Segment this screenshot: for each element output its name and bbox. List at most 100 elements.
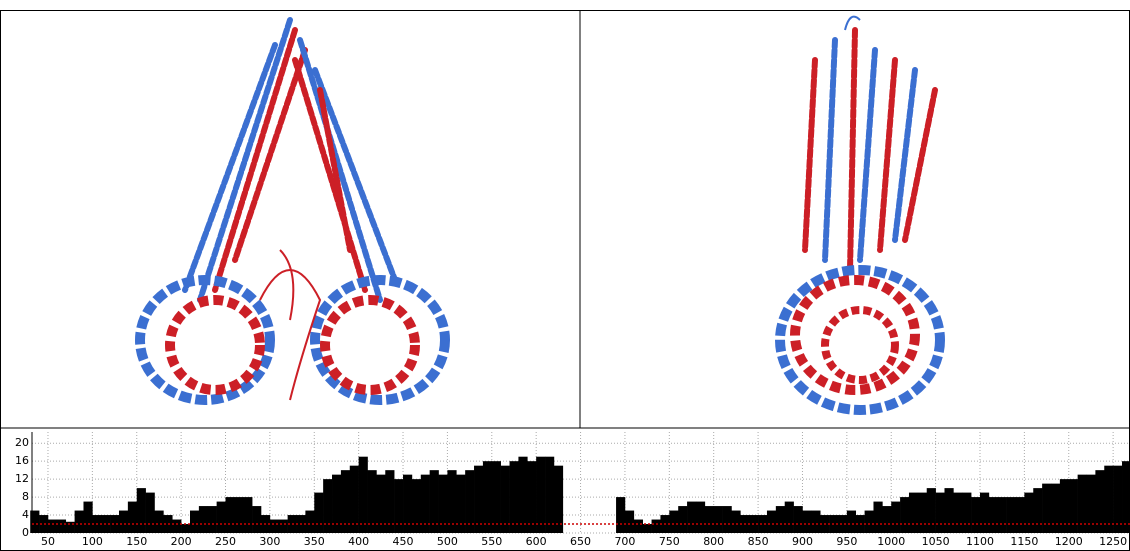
bar — [198, 506, 209, 533]
bar — [340, 470, 351, 533]
bar — [624, 510, 635, 533]
x-tick-label: 950 — [836, 535, 857, 548]
bar — [882, 506, 892, 533]
bar — [1042, 483, 1052, 533]
bar — [118, 510, 129, 533]
bar — [997, 497, 1007, 533]
bar — [988, 497, 999, 533]
bar — [367, 470, 377, 533]
bar — [500, 465, 510, 533]
x-tick-label: 1250 — [1099, 535, 1127, 548]
structure-left — [135, 17, 450, 405]
bar — [731, 510, 741, 533]
bar — [633, 519, 643, 533]
x-tick-label: 700 — [614, 535, 635, 548]
bar — [545, 456, 555, 533]
bar — [1077, 474, 1087, 533]
bar — [1059, 479, 1070, 533]
x-tick-label: 1200 — [1055, 535, 1083, 548]
bar — [376, 474, 386, 533]
bar — [935, 492, 945, 533]
x-tick-label: 500 — [437, 535, 458, 548]
bar — [420, 474, 430, 533]
bar — [758, 515, 768, 533]
bar — [527, 461, 537, 533]
x-tick-label: 400 — [348, 535, 369, 548]
x-tick-label: 200 — [171, 535, 192, 548]
bar — [917, 492, 928, 533]
bar — [278, 519, 288, 533]
bar — [891, 501, 901, 533]
bar — [234, 497, 244, 533]
bar — [926, 488, 936, 533]
bar — [802, 510, 812, 533]
bar — [953, 492, 963, 533]
bar — [30, 510, 40, 533]
bar — [189, 510, 200, 533]
bar — [971, 497, 981, 533]
bar — [518, 456, 528, 533]
x-tick-label: 300 — [259, 535, 280, 548]
bar — [181, 524, 191, 533]
bar — [1104, 465, 1114, 533]
bar — [837, 515, 848, 533]
x-tick-label: 50 — [41, 535, 55, 548]
bar — [456, 474, 466, 533]
bar — [358, 456, 368, 533]
bar — [269, 519, 280, 533]
x-tick-label: 1100 — [966, 535, 994, 548]
bar — [1015, 497, 1025, 533]
bar — [846, 510, 857, 533]
bar — [314, 492, 324, 533]
bar — [438, 474, 448, 533]
y-tick-label: 20 — [15, 436, 29, 449]
bar — [687, 501, 697, 533]
bar — [1024, 492, 1034, 533]
bar — [704, 506, 715, 533]
y-tick-label: 4 — [22, 508, 29, 521]
x-tick-label: 550 — [481, 535, 502, 548]
y-tick-label: 0 — [22, 526, 29, 539]
bar — [482, 461, 493, 533]
x-tick-label: 1050 — [922, 535, 950, 548]
bar — [83, 501, 93, 533]
bar — [979, 492, 990, 533]
bar — [305, 510, 315, 533]
y-tick-label: 12 — [15, 472, 29, 485]
bar — [678, 506, 688, 533]
x-tick-label: 900 — [792, 535, 813, 548]
bar — [411, 479, 422, 533]
bar — [775, 506, 786, 533]
bar — [474, 465, 484, 533]
bar — [349, 465, 359, 533]
x-tick-label: 1150 — [1010, 535, 1038, 548]
bar — [385, 470, 395, 533]
bar — [394, 479, 404, 533]
y-tick-label: 16 — [15, 454, 29, 467]
x-tick-label: 350 — [304, 535, 325, 548]
bar — [784, 501, 794, 533]
y-tick-label: 8 — [22, 490, 29, 503]
bar — [429, 470, 439, 533]
bar — [616, 497, 626, 533]
x-tick-label: 600 — [526, 535, 547, 548]
bar — [1006, 497, 1016, 533]
bar — [722, 506, 732, 533]
bar — [669, 510, 679, 533]
bar — [225, 497, 235, 533]
x-tick-label: 650 — [570, 535, 591, 548]
x-tick-label: 100 — [82, 535, 103, 548]
bar — [1051, 483, 1061, 533]
bar — [1033, 488, 1043, 533]
bar — [216, 501, 226, 533]
bar — [1095, 470, 1105, 533]
bar — [1122, 461, 1130, 533]
bar — [811, 510, 821, 533]
bar — [243, 497, 253, 533]
bar — [553, 465, 564, 533]
bar — [766, 510, 777, 533]
bar — [944, 488, 954, 533]
bar — [332, 474, 342, 533]
bar — [793, 506, 803, 533]
bar — [207, 506, 217, 533]
